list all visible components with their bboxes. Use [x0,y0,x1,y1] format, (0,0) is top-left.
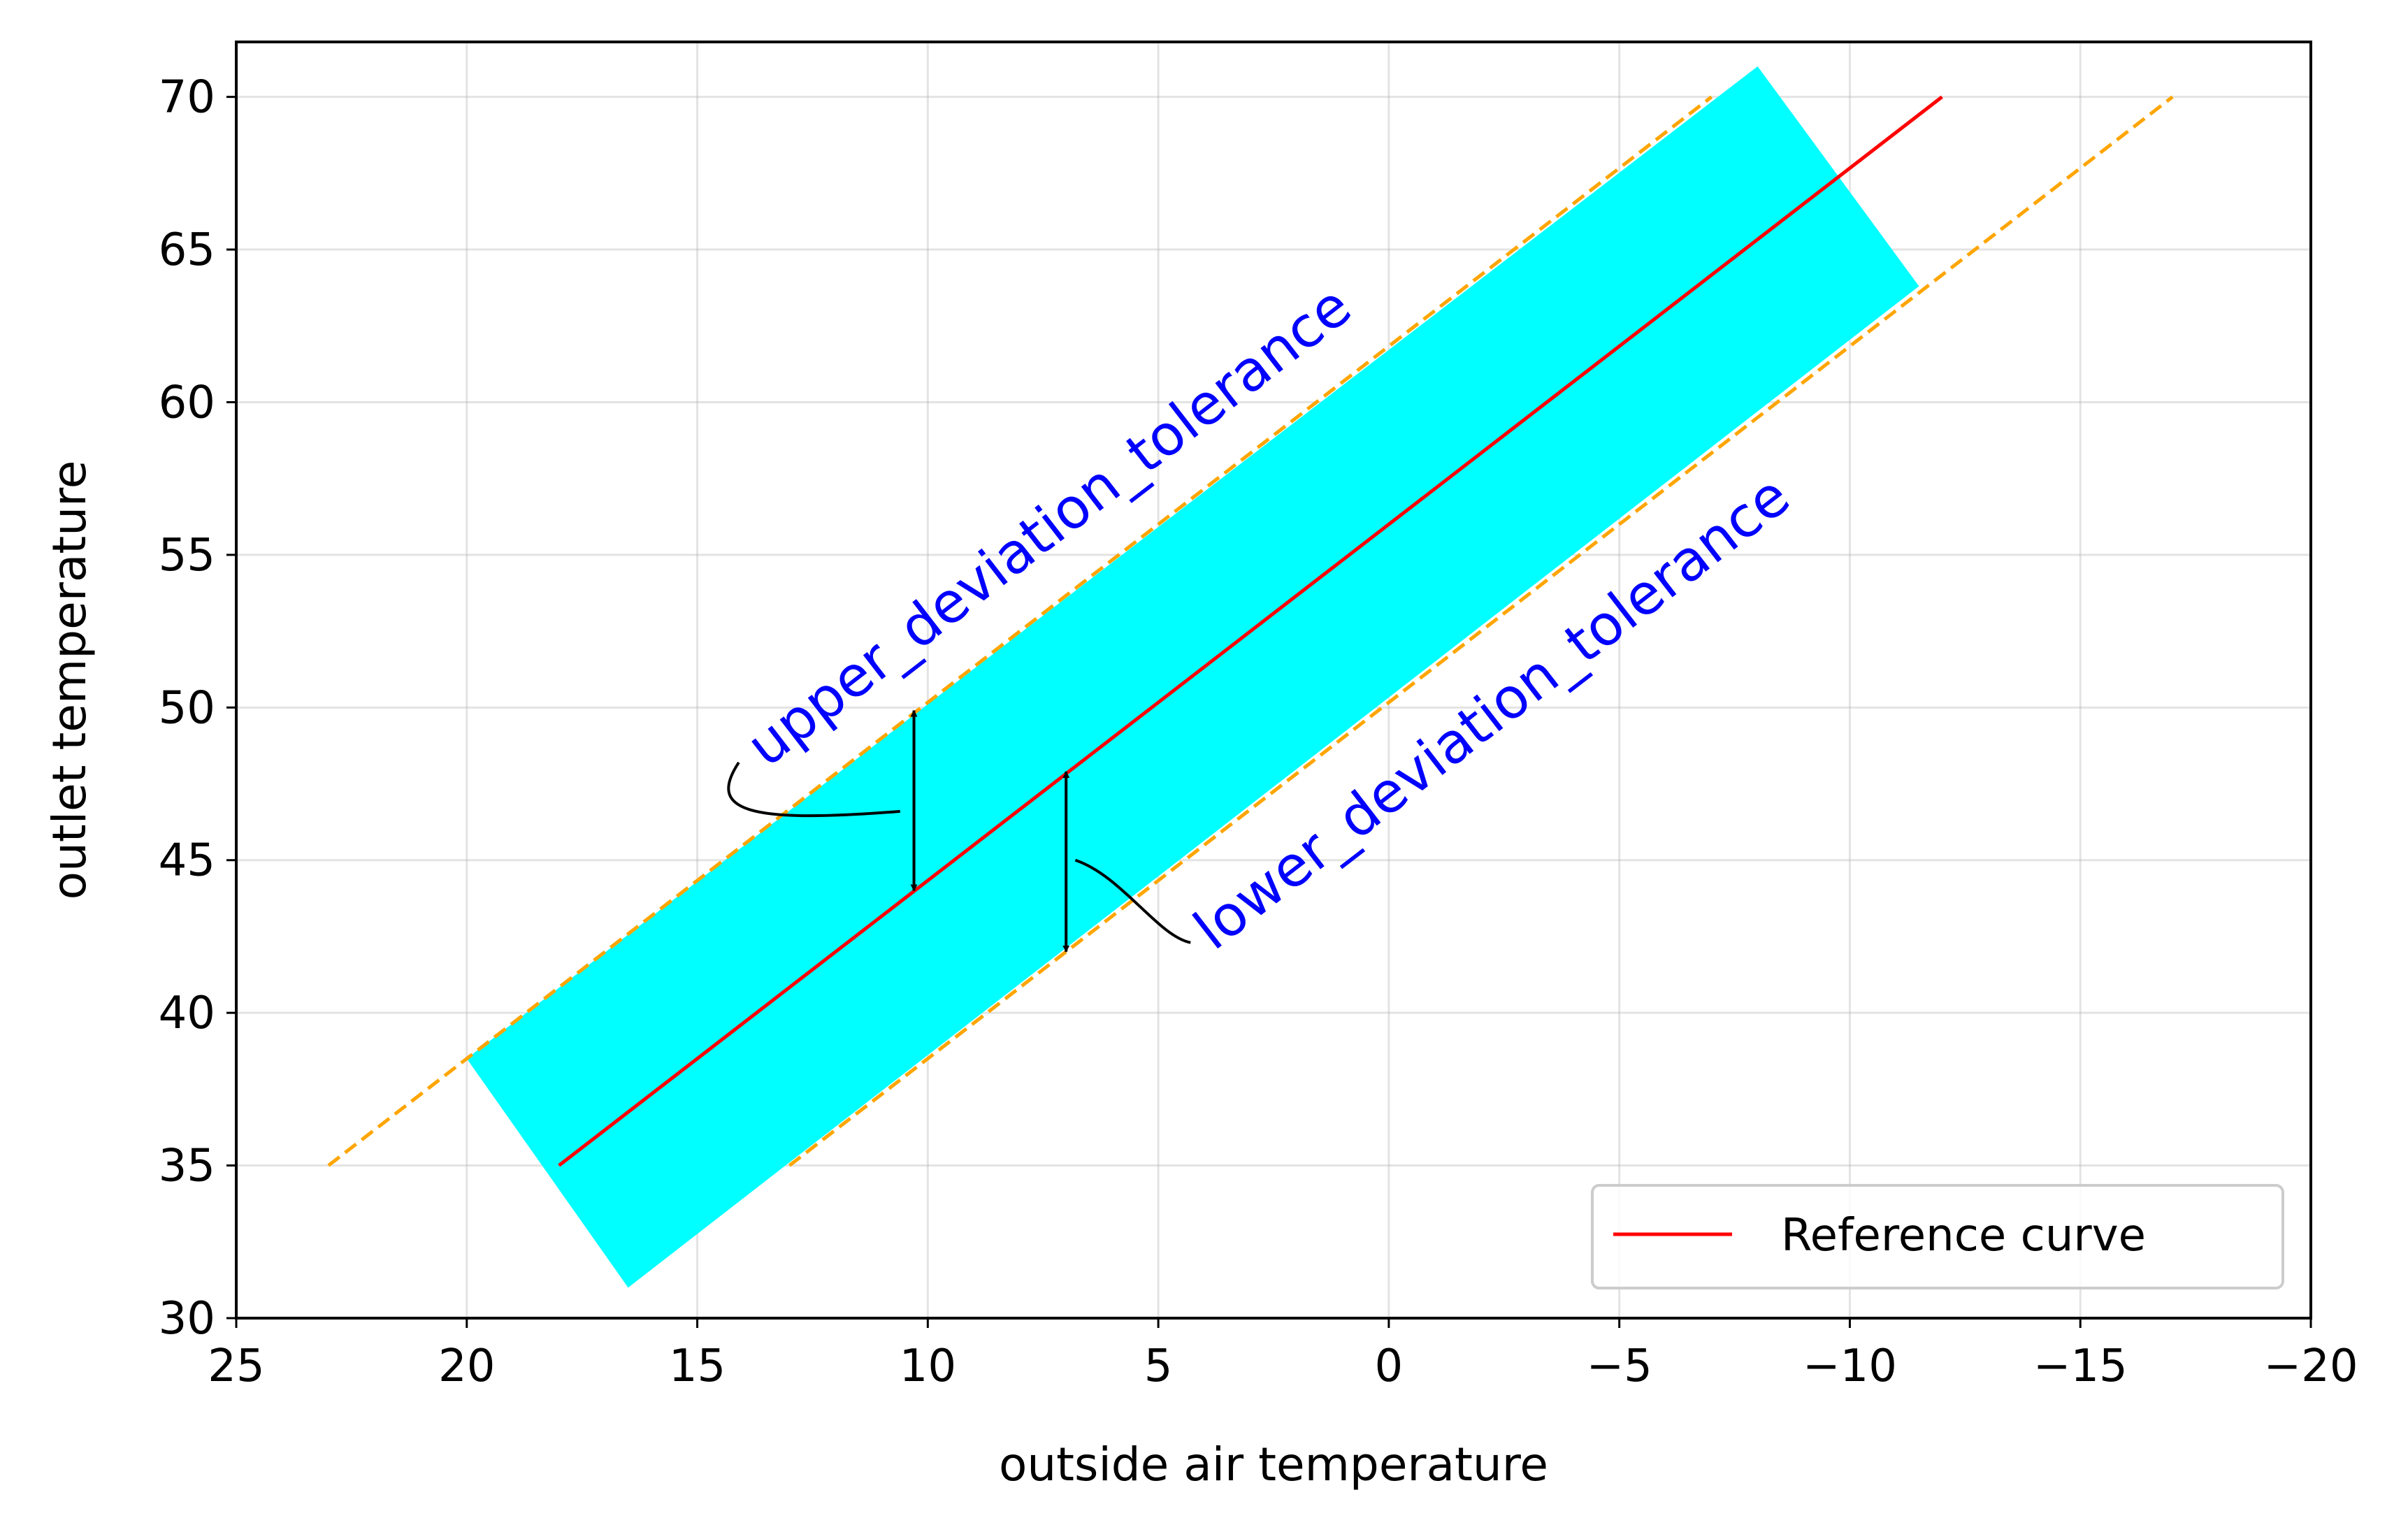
y-axis-label: outlet temperature [43,461,96,900]
y-axis-ticks: 30 35 40 45 50 55 60 65 70 [159,72,236,1345]
x-tick-label: −10 [1803,1340,1897,1392]
x-tick-label: 5 [1144,1340,1173,1392]
legend-box [1591,1184,2284,1289]
x-tick-label: 0 [1375,1340,1404,1392]
y-tick-label: 40 [159,988,215,1039]
x-tick-label: 15 [669,1340,726,1392]
legend-label-reference-curve: Reference curve [1781,1210,2146,1262]
y-tick-label: 45 [159,835,215,887]
x-tick-label: 20 [438,1340,495,1392]
legend: Reference curve [1591,1184,2284,1289]
y-tick-label: 70 [159,72,215,124]
reference-curve-line [558,95,1943,1167]
plot-frame [235,41,2312,1320]
x-tick-label: −15 [2033,1340,2128,1392]
x-axis-label: outside air temperature [999,1438,1548,1491]
x-tick-label: 25 [208,1340,264,1392]
y-tick-label: 30 [159,1293,215,1345]
y-tick-label: 55 [159,530,215,581]
upper-tolerance-line [327,95,1713,1167]
y-tick-label: 50 [159,682,215,734]
y-tick-label: 65 [159,224,215,276]
lower-tolerance-line [788,95,2174,1167]
upper-annotation-connector [727,761,900,818]
lower-annotation-connector [1074,858,1191,944]
x-tick-label: −5 [1586,1340,1652,1392]
x-tick-label: 10 [900,1340,956,1392]
x-tick-label: −20 [2263,1340,2358,1392]
y-tick-label: 35 [159,1141,215,1192]
x-axis-ticks: 25 20 15 10 5 0 −5 −10 −15 −20 [208,1318,2358,1392]
y-tick-label: 60 [159,377,215,428]
